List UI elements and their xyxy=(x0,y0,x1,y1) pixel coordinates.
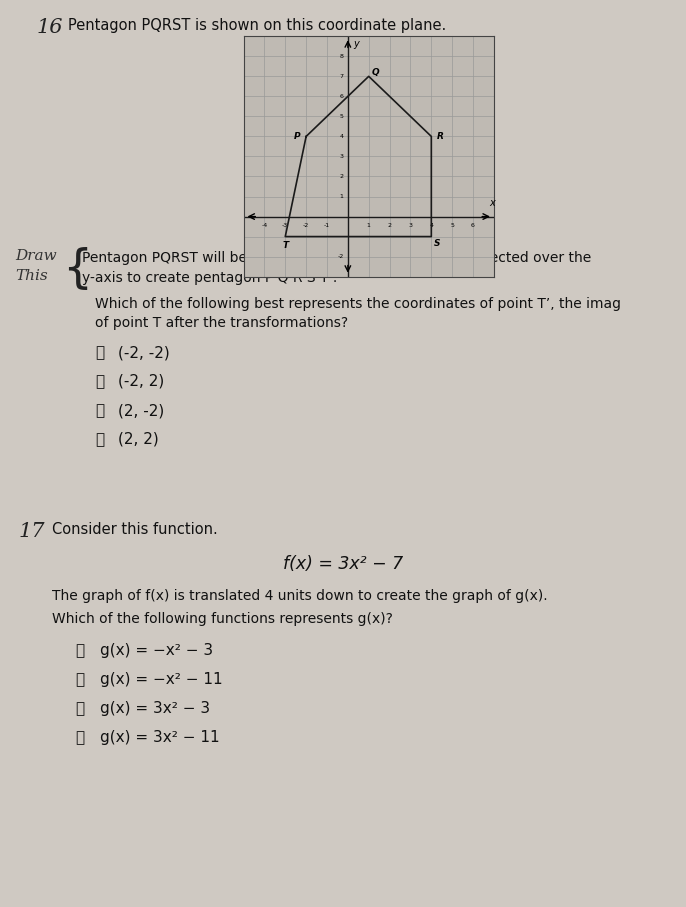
Text: (-2, -2): (-2, -2) xyxy=(118,345,169,360)
Text: Which of the following best represents the coordinates of point T’, the imag: Which of the following best represents t… xyxy=(95,297,621,311)
Text: T: T xyxy=(282,241,288,250)
Text: Pentagon PQRST is shown on this coordinate plane.: Pentagon PQRST is shown on this coordina… xyxy=(68,18,447,33)
Text: x: x xyxy=(489,198,495,208)
Text: 17: 17 xyxy=(19,522,45,541)
Text: g(x) = 3x² − 3: g(x) = 3x² − 3 xyxy=(100,701,210,716)
Text: -1: -1 xyxy=(324,222,330,228)
Text: 2: 2 xyxy=(388,222,392,228)
Text: Which of the following functions represents g(x)?: Which of the following functions represe… xyxy=(52,612,393,626)
Text: P: P xyxy=(294,132,300,141)
Text: Draw: Draw xyxy=(15,249,57,263)
Text: 3: 3 xyxy=(408,222,412,228)
Text: 2: 2 xyxy=(340,174,344,179)
Text: -2: -2 xyxy=(338,254,344,259)
Text: 8: 8 xyxy=(340,54,344,59)
Text: {: { xyxy=(62,247,92,292)
Text: Ⓒ: Ⓒ xyxy=(75,701,84,716)
Text: -4: -4 xyxy=(261,222,268,228)
Text: R: R xyxy=(437,132,444,141)
Text: 5: 5 xyxy=(450,222,454,228)
Text: 3: 3 xyxy=(340,154,344,159)
Text: This: This xyxy=(15,269,48,283)
Text: -3: -3 xyxy=(282,222,288,228)
Text: 7: 7 xyxy=(340,73,344,79)
Text: (2, -2): (2, -2) xyxy=(118,403,164,418)
Text: (-2, 2): (-2, 2) xyxy=(118,374,164,389)
Text: -2: -2 xyxy=(303,222,309,228)
Text: Ⓓ: Ⓓ xyxy=(95,432,104,447)
Text: (2, 2): (2, 2) xyxy=(118,432,158,447)
Text: 1: 1 xyxy=(340,194,344,199)
Text: The graph of f(x) is translated 4 units down to create the graph of g(x).: The graph of f(x) is translated 4 units … xyxy=(52,589,547,603)
Text: of point T after the transformations?: of point T after the transformations? xyxy=(95,316,348,330)
Text: 4: 4 xyxy=(340,134,344,139)
Text: Ⓐ: Ⓐ xyxy=(75,643,84,658)
Text: 6: 6 xyxy=(471,222,475,228)
Text: y-axis to create pentagon P’Q’R’S’T’.: y-axis to create pentagon P’Q’R’S’T’. xyxy=(82,271,338,285)
Text: 5: 5 xyxy=(340,114,344,119)
Text: Pentagon PQRST will be translated up 3 units and then reflected over the: Pentagon PQRST will be translated up 3 u… xyxy=(82,251,591,265)
Text: 6: 6 xyxy=(340,93,344,99)
Text: g(x) = −x² − 3: g(x) = −x² − 3 xyxy=(100,643,213,658)
Text: Ⓑ: Ⓑ xyxy=(95,374,104,389)
Text: Consider this function.: Consider this function. xyxy=(52,522,217,537)
Text: 16: 16 xyxy=(37,18,63,37)
Text: f(x) = 3x² − 7: f(x) = 3x² − 7 xyxy=(283,555,403,573)
Text: 1: 1 xyxy=(367,222,370,228)
Text: Ⓓ: Ⓓ xyxy=(75,730,84,745)
Text: y: y xyxy=(353,39,359,49)
Text: g(x) = 3x² − 11: g(x) = 3x² − 11 xyxy=(100,730,220,745)
Text: g(x) = −x² − 11: g(x) = −x² − 11 xyxy=(100,672,223,687)
Text: Ⓑ: Ⓑ xyxy=(75,672,84,687)
Text: Ⓐ: Ⓐ xyxy=(95,345,104,360)
Text: S: S xyxy=(434,239,441,249)
Text: Ⓒ: Ⓒ xyxy=(95,403,104,418)
Text: 4: 4 xyxy=(429,222,434,228)
Text: Q: Q xyxy=(371,68,379,77)
